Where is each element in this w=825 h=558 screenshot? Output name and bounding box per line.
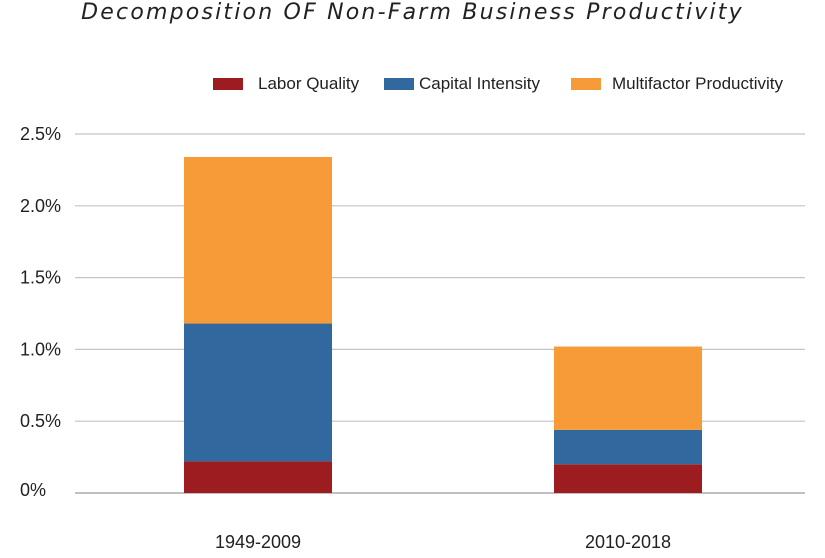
bar-segment-multifactor-productivity: [554, 346, 702, 430]
y-tick-label: 1.5%: [20, 268, 61, 288]
y-tick-label: 2.0%: [20, 196, 61, 216]
y-tick-label: 1.0%: [20, 339, 61, 359]
legend-label: Multifactor Productivity: [612, 74, 783, 93]
legend-item: Capital Intensity: [384, 74, 540, 93]
legend-swatch: [571, 78, 601, 90]
legend-swatch: [213, 78, 243, 90]
legend-item: Labor Quality: [213, 74, 360, 93]
bar-segment-labor-quality: [554, 464, 702, 493]
chart-title: Decomposition OF Non-Farm Business Produ…: [81, 0, 744, 25]
bar-segment-labor-quality: [184, 461, 332, 493]
y-tick-label: 0.5%: [20, 411, 61, 431]
y-axis-ticks: 0% 0.5% 1.0% 1.5% 2.0% 2.5%: [20, 124, 61, 500]
bar-segment-capital-intensity: [184, 323, 332, 462]
x-tick-label: 1949-2009: [215, 532, 301, 552]
bars: [184, 156, 702, 493]
legend: Labor Quality Capital Intensity Multifacto…: [213, 74, 783, 93]
x-axis-ticks: 1949-2009 2010-2018: [215, 532, 671, 552]
legend-item: Multifactor Productivity: [571, 74, 783, 93]
bar-segment-capital-intensity: [554, 429, 702, 465]
y-tick-label: 0%: [20, 480, 46, 500]
legend-label: Labor Quality: [258, 74, 360, 93]
x-tick-label: 2010-2018: [585, 532, 671, 552]
bar-segment-multifactor-productivity: [184, 156, 332, 324]
legend-swatch: [384, 78, 414, 90]
y-tick-label: 2.5%: [20, 124, 61, 144]
legend-label: Capital Intensity: [419, 74, 540, 93]
